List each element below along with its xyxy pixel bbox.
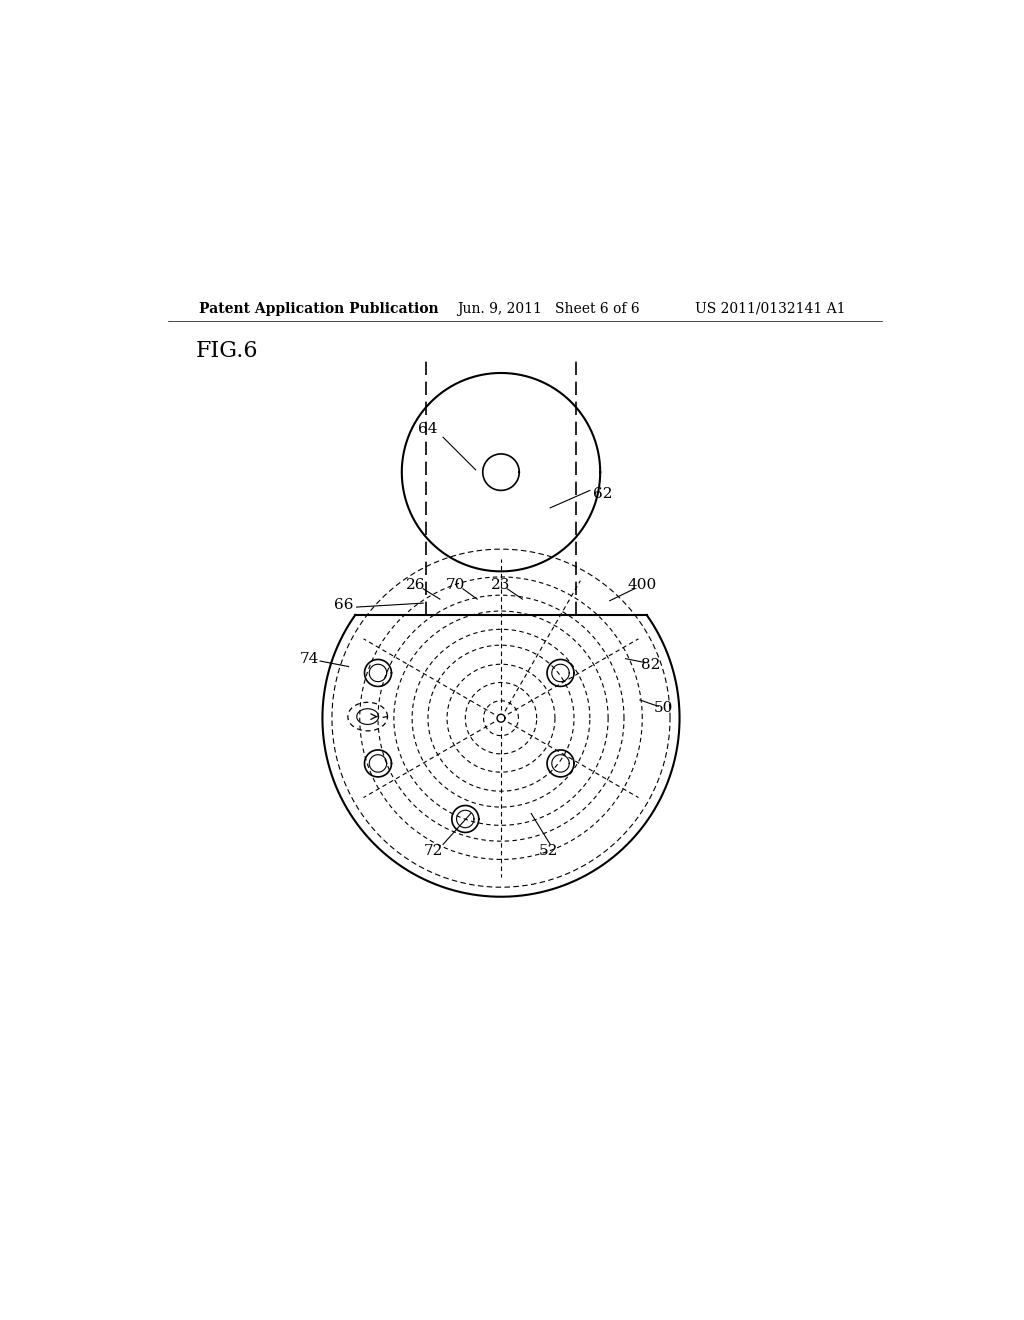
Text: Jun. 9, 2011   Sheet 6 of 6: Jun. 9, 2011 Sheet 6 of 6 bbox=[458, 301, 640, 315]
Text: FIG.6: FIG.6 bbox=[196, 339, 258, 362]
Text: 74: 74 bbox=[299, 652, 318, 665]
Text: 64: 64 bbox=[418, 421, 437, 436]
Text: 70: 70 bbox=[446, 578, 466, 591]
Text: 400: 400 bbox=[628, 578, 656, 591]
Text: 23: 23 bbox=[492, 578, 511, 591]
Text: Patent Application Publication: Patent Application Publication bbox=[200, 301, 439, 315]
Text: 50: 50 bbox=[654, 701, 674, 715]
Text: 72: 72 bbox=[424, 843, 443, 858]
Text: 62: 62 bbox=[593, 487, 612, 500]
Text: 66: 66 bbox=[334, 598, 353, 611]
Text: US 2011/0132141 A1: US 2011/0132141 A1 bbox=[695, 301, 846, 315]
Text: 52: 52 bbox=[539, 843, 558, 858]
Text: 26: 26 bbox=[406, 578, 425, 591]
Text: 82: 82 bbox=[640, 657, 659, 672]
